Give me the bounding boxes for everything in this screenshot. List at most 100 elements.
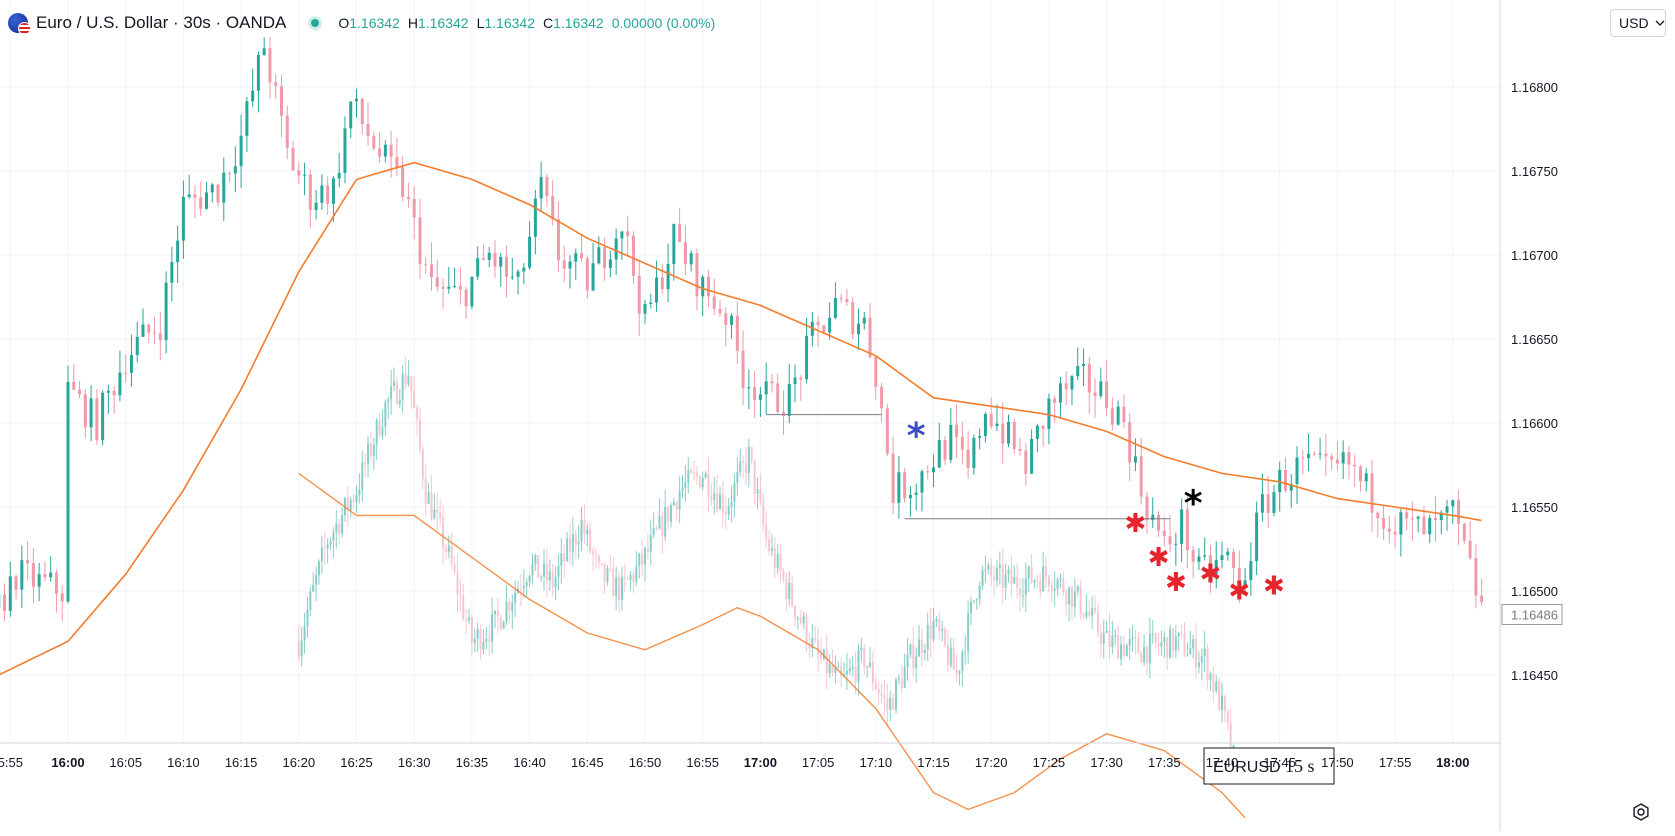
candle-body bbox=[678, 224, 681, 242]
candle-body bbox=[445, 548, 447, 552]
annotation-asterisk: ✱ bbox=[1165, 568, 1187, 598]
candle-body bbox=[1230, 722, 1232, 750]
candle-body bbox=[1224, 696, 1226, 711]
x-tick-label: 16:10 bbox=[167, 755, 200, 770]
candle-body bbox=[1088, 364, 1091, 392]
candle-body bbox=[1123, 644, 1125, 656]
candle-body bbox=[309, 592, 311, 610]
candle-body bbox=[130, 355, 133, 373]
candle-body bbox=[630, 575, 632, 580]
open-value: 1.16342 bbox=[349, 15, 400, 31]
candle-body bbox=[393, 381, 395, 386]
candle-body bbox=[1039, 581, 1041, 591]
candle-body bbox=[338, 524, 340, 534]
candle-body bbox=[309, 175, 312, 210]
candle-body bbox=[892, 698, 894, 710]
candle-body bbox=[620, 231, 623, 238]
candle-body bbox=[1152, 634, 1154, 635]
candle-body bbox=[321, 548, 323, 562]
x-tick-label: 18:00 bbox=[1436, 755, 1469, 770]
candle-body bbox=[1261, 494, 1264, 513]
candle-body bbox=[915, 657, 917, 668]
candle-body bbox=[572, 534, 574, 552]
candle-body bbox=[422, 449, 424, 479]
candle-body bbox=[517, 271, 520, 276]
candle-body bbox=[932, 467, 935, 472]
candle-body bbox=[1059, 383, 1062, 402]
candle-body bbox=[1094, 392, 1097, 396]
candle-body bbox=[612, 569, 614, 596]
x-tick-label: 16:45 bbox=[571, 755, 604, 770]
candle-body bbox=[972, 438, 975, 468]
candle-body bbox=[343, 128, 346, 173]
currency-button[interactable]: USD bbox=[1610, 9, 1666, 37]
candle-body bbox=[592, 263, 595, 290]
candle-body bbox=[1388, 529, 1391, 532]
x-tick-label: 17:05 bbox=[802, 755, 835, 770]
candle-body bbox=[477, 629, 479, 638]
candle-body bbox=[465, 619, 467, 620]
y-tick-label: 1.16800 bbox=[1511, 80, 1558, 95]
candle-body bbox=[1045, 566, 1047, 576]
candle-body bbox=[312, 585, 314, 592]
gear-icon[interactable] bbox=[1632, 803, 1650, 821]
candle-body bbox=[1212, 674, 1214, 691]
candle-body bbox=[829, 664, 831, 673]
x-tick-label: 17:50 bbox=[1321, 755, 1354, 770]
candle-body bbox=[1005, 574, 1007, 588]
candle-body bbox=[886, 408, 889, 453]
candle-body bbox=[1155, 634, 1157, 643]
candle-body bbox=[724, 313, 727, 325]
candle-body bbox=[949, 425, 952, 460]
candle-body bbox=[644, 548, 646, 564]
candle-body bbox=[1085, 612, 1087, 617]
candle-body bbox=[193, 194, 196, 197]
close-label: C bbox=[543, 15, 553, 31]
x-tick-label: 16:30 bbox=[398, 755, 431, 770]
x-tick-label: 16:00 bbox=[51, 755, 84, 770]
candle-body bbox=[456, 572, 458, 595]
candle-body bbox=[707, 277, 710, 297]
candle-body bbox=[777, 554, 779, 568]
candle-body bbox=[1099, 381, 1102, 396]
x-tick-label: 17:45 bbox=[1263, 755, 1296, 770]
candle-body bbox=[416, 408, 418, 420]
candle-body bbox=[280, 86, 283, 116]
candle-body bbox=[240, 136, 243, 166]
candle-body bbox=[170, 262, 173, 283]
x-tick-label: 17:25 bbox=[1033, 755, 1066, 770]
candle-body bbox=[1036, 580, 1038, 581]
candle-body bbox=[676, 502, 678, 510]
candle-body bbox=[1347, 452, 1350, 464]
candle-body bbox=[650, 535, 652, 552]
candle-body bbox=[785, 579, 787, 599]
candle-body bbox=[390, 386, 392, 399]
candle-body bbox=[1103, 633, 1105, 644]
candle-body bbox=[780, 554, 782, 571]
candle-body bbox=[820, 654, 822, 658]
candle-body bbox=[552, 571, 554, 587]
candle-body bbox=[361, 99, 364, 124]
candle-body bbox=[67, 382, 70, 602]
candle-body bbox=[439, 512, 441, 518]
candle-body bbox=[615, 577, 617, 596]
candle-body bbox=[990, 414, 993, 426]
candle-body bbox=[488, 253, 491, 260]
candle-body bbox=[849, 669, 851, 671]
candle-body bbox=[1394, 532, 1397, 535]
candle-body bbox=[341, 515, 343, 534]
candle-body bbox=[332, 533, 334, 541]
candle-body bbox=[944, 440, 947, 460]
symbol-title[interactable]: Euro / U.S. Dollar · 30s · OANDA bbox=[36, 13, 286, 33]
annotation-asterisk: ✱ bbox=[1228, 576, 1250, 606]
moving-average-line bbox=[0, 163, 1482, 675]
candle-body bbox=[528, 237, 531, 268]
candle-body bbox=[211, 185, 214, 193]
candle-body bbox=[1010, 569, 1012, 583]
symbol-header[interactable]: Euro / U.S. Dollar · 30s · OANDA O1.1634… bbox=[8, 10, 715, 36]
candle-body bbox=[1382, 518, 1385, 529]
candle-body bbox=[702, 478, 704, 487]
candle-body bbox=[765, 525, 767, 540]
